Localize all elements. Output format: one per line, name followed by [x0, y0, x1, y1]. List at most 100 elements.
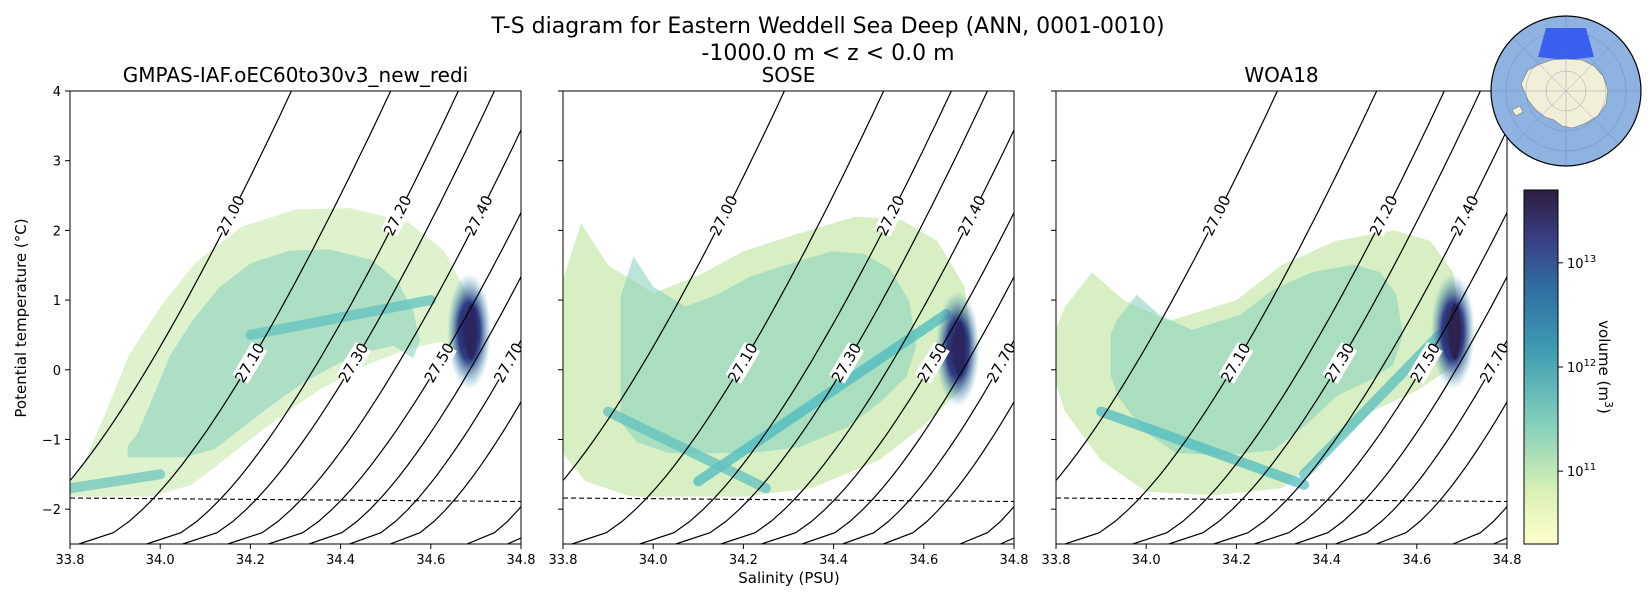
- contour-label-bg: [491, 341, 521, 384]
- map-gridlines: [1491, 16, 1641, 166]
- figure-title-line1: T-S diagram for Eastern Weddell Sea Deep…: [490, 14, 1164, 39]
- density-contour: [182, 91, 495, 544]
- colorbar-gradient: [1523, 189, 1559, 545]
- freezing-line: [70, 497, 521, 503]
- x-tick-label: 34.8: [507, 553, 536, 568]
- contour-label-bg: [1407, 341, 1443, 384]
- contour-label-bg: [421, 341, 457, 384]
- heatmap-diagonal-branch: [693, 309, 952, 487]
- colorbar: 1011 1012 1013 volume (m3): [1523, 189, 1615, 545]
- density-contour: [1213, 128, 1507, 544]
- contour-label: 27.00: [1199, 192, 1234, 238]
- figure-title-line2: -1000.0 m < z < 0.0 m: [701, 41, 954, 66]
- heatmap-core-max: [953, 320, 966, 377]
- y-tick-label: 2: [53, 224, 61, 239]
- heatmap-body: [620, 251, 917, 454]
- contour-label-bg: [1200, 194, 1234, 237]
- x-tick-label: 34.4: [819, 553, 848, 568]
- x-tick-label: 33.8: [549, 553, 578, 568]
- density-contour: [389, 400, 521, 544]
- density-contour: [842, 339, 1014, 544]
- x-tick-label: 34.8: [1493, 553, 1522, 568]
- density-contour: [1132, 91, 1445, 544]
- contour-label-bg: [984, 341, 1014, 384]
- x-tick-label: 34.2: [729, 553, 758, 568]
- density-contour: [1254, 211, 1507, 544]
- heatmap-surface-cold: [70, 469, 166, 494]
- density-contour: [675, 91, 988, 544]
- axes-frame: [562, 90, 1015, 545]
- density-contour: [1064, 91, 1378, 544]
- map-border: [1490, 15, 1642, 167]
- density-contour: [308, 275, 521, 544]
- x-tick-label: 34.2: [1222, 553, 1251, 568]
- x-tick-label: 34.6: [909, 553, 938, 568]
- density-contour: [268, 211, 521, 544]
- density-contour: [639, 91, 952, 544]
- contour-label-bg: [1218, 341, 1254, 384]
- y-tick-label: 0: [53, 364, 61, 379]
- colorbar-tick-label: 1013: [1567, 254, 1596, 272]
- contour-label-bg: [914, 341, 950, 384]
- density-contour: [1335, 339, 1507, 544]
- density-contour: [146, 91, 459, 544]
- x-tick-label: 33.8: [1042, 553, 1071, 568]
- freezing-line: [563, 497, 1014, 503]
- x-axis-label: Salinity (PSU): [738, 569, 840, 587]
- x-tick-label: 34.0: [146, 553, 175, 568]
- x-tick-label: 34.2: [236, 553, 265, 568]
- density-contour: [882, 400, 1014, 544]
- heatmap-cold-trough: [603, 406, 771, 494]
- density-contour: [563, 91, 785, 482]
- y-tick-label: 4: [53, 85, 61, 100]
- panel-title: WOA18: [1244, 63, 1318, 87]
- contour-label-bg: [829, 341, 865, 384]
- density-contour: [1056, 91, 1278, 482]
- density-contour: [70, 91, 292, 482]
- x-tick-label: 34.0: [639, 553, 668, 568]
- contour-label: 27.40: [954, 192, 989, 238]
- axes-frame: [1055, 90, 1508, 545]
- density-contour: [349, 339, 521, 544]
- contour-label-bg: [1448, 194, 1482, 237]
- x-tick-label: 34.4: [1312, 553, 1341, 568]
- y-tick-label: −2: [42, 503, 61, 518]
- density-contour: [1294, 275, 1507, 544]
- y-tick-label: −1: [42, 433, 61, 448]
- contour-label-bg: [336, 341, 372, 384]
- contour-label: 27.40: [461, 192, 496, 238]
- contour-label-bg: [462, 194, 496, 237]
- x-tick-label: 34.8: [1000, 553, 1029, 568]
- density-contour: [227, 128, 521, 544]
- inset-map: [1490, 15, 1642, 167]
- colorbar-ticks: 1011 1012 1013: [1558, 254, 1596, 480]
- y-axis-label: Potential temperature (°C): [12, 218, 30, 417]
- contour-label-bg: [1322, 341, 1358, 384]
- x-tick-label: 33.8: [56, 553, 85, 568]
- density-contour: [1168, 91, 1481, 544]
- density-contour: [720, 128, 1014, 544]
- heatmap-cold-arc: [1096, 406, 1310, 490]
- colorbar-label: volume (m3): [1595, 320, 1615, 414]
- contour-label-bg: [381, 194, 415, 237]
- panel-title: SOSE: [762, 63, 816, 87]
- heatmap-core-max: [465, 303, 478, 360]
- contour-label-bg: [725, 341, 761, 384]
- contour-label-bg: [232, 341, 268, 384]
- contour-label: 27.40: [1447, 192, 1482, 238]
- contour-label: 27.00: [706, 192, 741, 238]
- density-contour: [801, 275, 1014, 544]
- x-tick-label: 34.4: [326, 553, 355, 568]
- density-contour: [761, 211, 1014, 544]
- contour-label-bg: [707, 194, 741, 237]
- heatmap-upper-branch: [245, 295, 436, 340]
- map-antarctica-land: [1511, 58, 1609, 129]
